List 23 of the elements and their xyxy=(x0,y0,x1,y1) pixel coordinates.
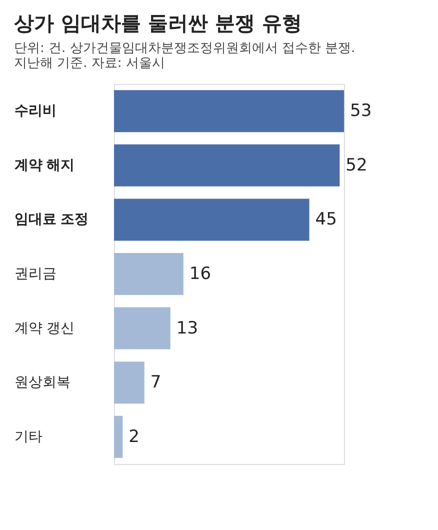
data-label: 45 xyxy=(315,210,337,230)
bar xyxy=(114,253,184,295)
bar xyxy=(114,362,144,404)
bar xyxy=(114,90,344,132)
bar xyxy=(114,416,123,458)
y-tick-label: 원상회복 xyxy=(14,374,70,390)
data-label: 13 xyxy=(176,318,198,338)
bar xyxy=(114,307,170,350)
y-tick-label: 계약 갱신 xyxy=(14,319,74,336)
y-tick-label: 수리비 xyxy=(14,102,56,118)
data-label: 2 xyxy=(128,426,140,447)
data-label: 7 xyxy=(150,372,162,393)
chart-title: 상가 임대차를 둘러싼 분쟁 유형 xyxy=(14,11,302,35)
bar xyxy=(114,144,340,186)
data-label: 52 xyxy=(346,155,368,176)
data-label: 53 xyxy=(350,101,372,122)
y-tick-label: 기타 xyxy=(14,428,42,444)
y-tick-label: 임대료 조정 xyxy=(14,210,88,227)
y-tick-label: 계약 해지 xyxy=(14,156,74,172)
text: 단위: 건. 상가건물임대차분쟁조정위원회에서 접수한 분쟁. 지난해 기준. 자료: 서울시 xyxy=(14,41,356,71)
bar xyxy=(114,198,310,241)
data-label: 16 xyxy=(189,264,212,284)
y-tick-label: 권리금 xyxy=(14,265,56,281)
